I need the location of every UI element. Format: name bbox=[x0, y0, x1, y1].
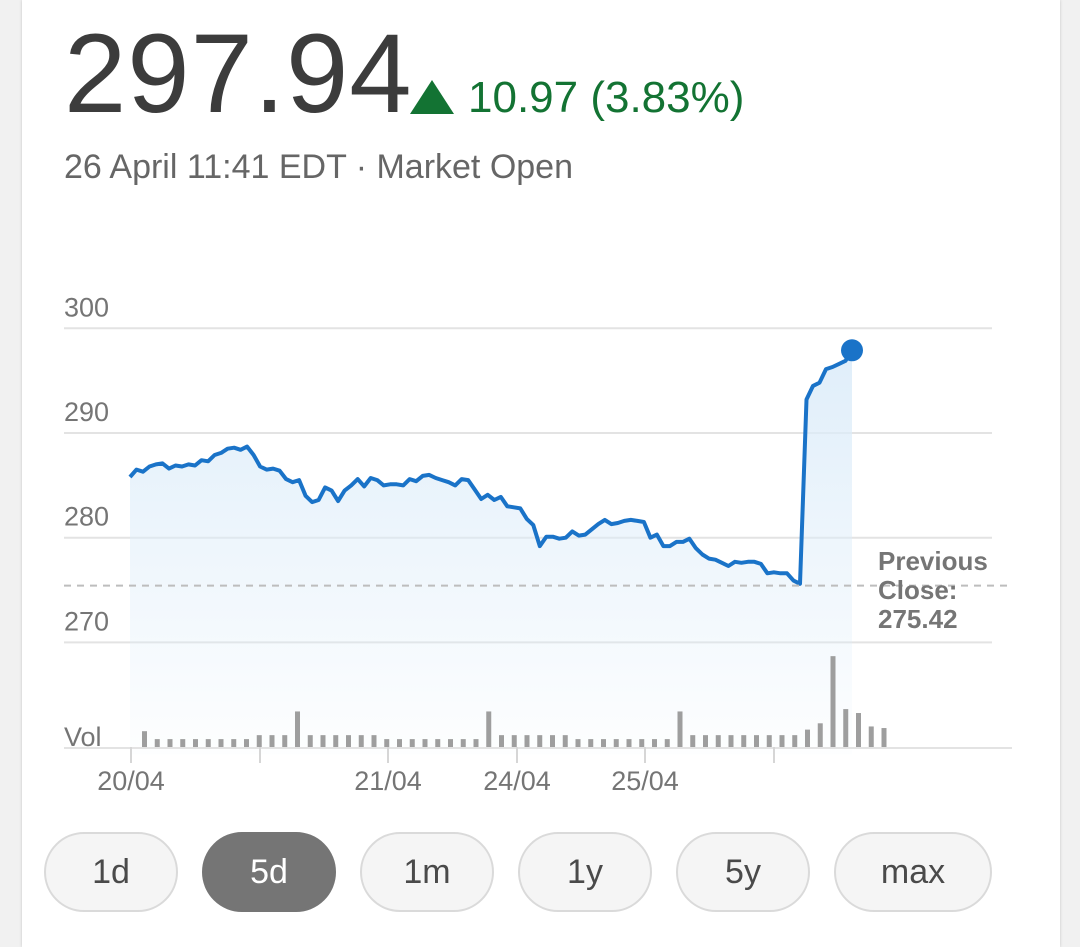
volume-bar bbox=[295, 711, 300, 747]
volume-bar bbox=[779, 735, 785, 747]
range-selector: 1d 5d 1m 1y 5y max bbox=[44, 832, 992, 912]
volume-bar bbox=[256, 735, 262, 747]
volume-bar bbox=[282, 735, 288, 747]
volume-bar bbox=[371, 735, 377, 747]
volume-bar bbox=[499, 735, 504, 747]
volume-bar bbox=[511, 735, 517, 747]
previous-close-label: Previous bbox=[878, 546, 988, 576]
y-tick-label: 280 bbox=[64, 502, 109, 532]
x-tick-label: 24/04 bbox=[483, 766, 551, 796]
volume-bar bbox=[677, 711, 683, 747]
arrow-up-icon bbox=[410, 80, 454, 114]
range-button-1y[interactable]: 1y bbox=[518, 832, 652, 912]
volume-bar bbox=[346, 735, 351, 747]
volume-bar bbox=[244, 739, 249, 747]
volume-bar bbox=[601, 739, 606, 747]
volume-bar bbox=[524, 735, 530, 747]
volume-bar bbox=[167, 739, 173, 747]
previous-close-label: Close: bbox=[878, 575, 957, 605]
volume-bar bbox=[741, 735, 747, 747]
price-change-value: 10.97 (3.83%) bbox=[468, 73, 745, 122]
volume-bar bbox=[830, 656, 836, 747]
x-tick-label: 20/04 bbox=[97, 766, 165, 796]
volume-bar bbox=[639, 739, 645, 747]
volume-bar bbox=[588, 739, 594, 747]
volume-bar bbox=[333, 735, 339, 747]
range-button-1m[interactable]: 1m bbox=[360, 832, 494, 912]
volume-bar bbox=[652, 739, 657, 747]
volume-bar bbox=[397, 739, 402, 747]
range-button-5d[interactable]: 5d bbox=[202, 832, 336, 912]
volume-bar bbox=[384, 739, 390, 747]
volume-bar bbox=[728, 735, 734, 747]
x-tick-label: 21/04 bbox=[354, 766, 422, 796]
volume-bar bbox=[320, 735, 326, 747]
y-tick-label: 290 bbox=[64, 397, 109, 427]
volume-bar bbox=[550, 735, 555, 747]
volume-bar bbox=[881, 728, 887, 747]
volume-bar bbox=[460, 739, 466, 747]
x-tick-label: 25/04 bbox=[611, 766, 679, 796]
volume-bar bbox=[448, 739, 453, 747]
volume-bar bbox=[715, 735, 721, 747]
current-price-dot bbox=[841, 339, 863, 362]
range-button-1d[interactable]: 1d bbox=[44, 832, 178, 912]
volume-bar bbox=[231, 739, 237, 747]
price-change: 10.97 (3.83%) bbox=[410, 76, 744, 120]
volume-bar bbox=[817, 723, 823, 747]
y-tick-label: 300 bbox=[64, 292, 109, 322]
volume-bar bbox=[193, 739, 198, 747]
stock-price: 297.94 bbox=[64, 11, 413, 136]
volume-bar bbox=[218, 739, 224, 747]
y-tick-label: 270 bbox=[64, 606, 109, 636]
volume-bar bbox=[575, 739, 581, 747]
volume-bar bbox=[690, 735, 696, 747]
previous-close-value: 275.42 bbox=[878, 604, 958, 634]
volume-bar bbox=[664, 739, 670, 747]
volume-bar bbox=[792, 735, 798, 747]
volume-bar bbox=[180, 739, 186, 747]
volume-bar bbox=[537, 735, 543, 747]
quote-timestamp: 26 April 11:41 EDT · Market Open bbox=[64, 148, 573, 186]
volume-bar bbox=[562, 735, 568, 747]
range-button-max[interactable]: max bbox=[834, 832, 992, 912]
volume-bar bbox=[269, 735, 275, 747]
price-area-fill bbox=[130, 350, 852, 755]
price-chart[interactable]: 300290280270PreviousClose:275.42Vol20/04… bbox=[0, 260, 1080, 800]
volume-bar bbox=[307, 735, 313, 747]
volume-bar bbox=[205, 739, 211, 747]
volume-bar bbox=[435, 739, 441, 747]
volume-bar bbox=[422, 739, 428, 747]
volume-bar bbox=[805, 729, 810, 747]
volume-bar bbox=[486, 711, 492, 747]
volume-bar bbox=[613, 739, 619, 747]
volume-bar bbox=[868, 726, 874, 747]
volume-bar bbox=[754, 735, 759, 747]
volume-bar bbox=[358, 735, 364, 747]
volume-bar bbox=[409, 739, 415, 747]
range-button-5y[interactable]: 5y bbox=[676, 832, 810, 912]
volume-bar bbox=[154, 739, 160, 747]
volume-bar bbox=[473, 739, 479, 747]
volume-bar bbox=[766, 735, 772, 747]
volume-bar bbox=[626, 739, 632, 747]
volume-bar bbox=[856, 713, 861, 747]
volume-bar bbox=[843, 709, 849, 747]
volume-bar bbox=[703, 735, 708, 747]
price-line bbox=[128, 349, 854, 586]
volume-bar bbox=[142, 731, 147, 747]
